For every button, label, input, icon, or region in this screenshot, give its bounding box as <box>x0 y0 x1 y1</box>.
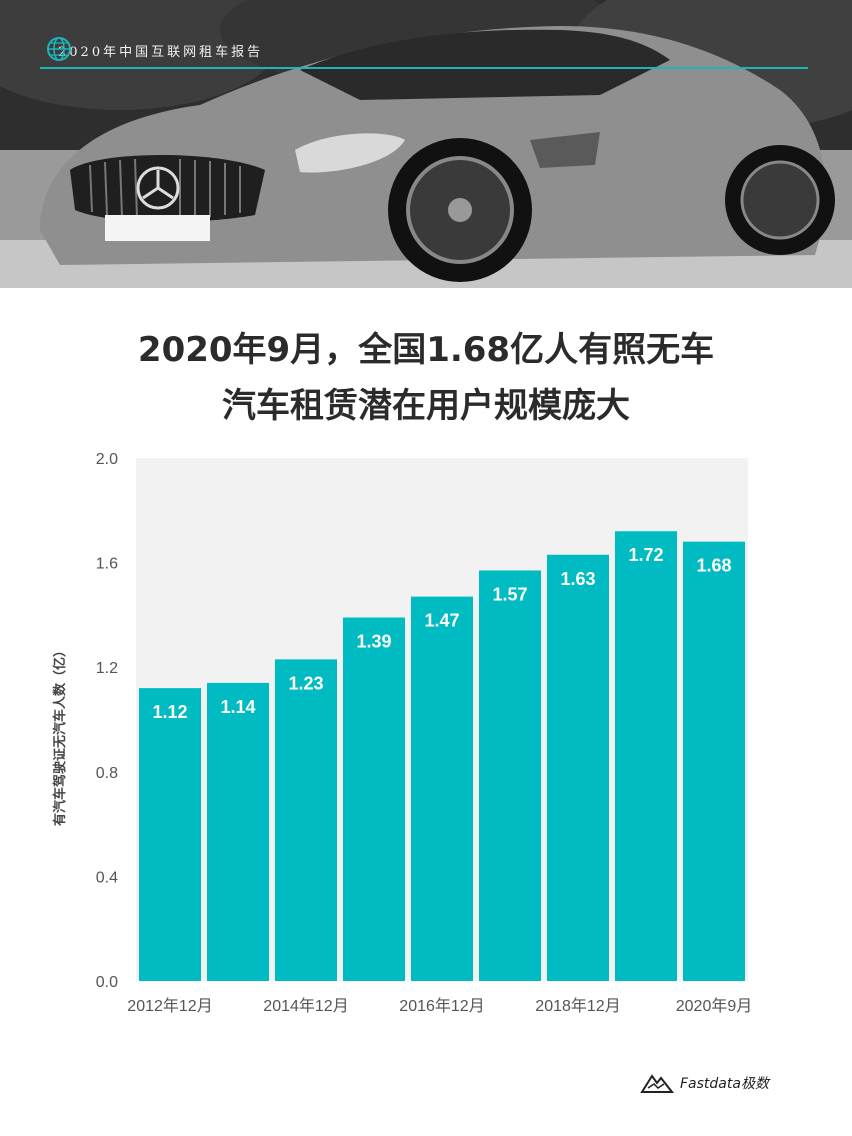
x-tick-label: 2016年12月 <box>399 997 484 1015</box>
mountain-logo-icon <box>640 1074 674 1093</box>
bar-chart: 0.00.40.81.21.62.0 1.12 1.141.231.391.471… <box>52 451 752 1015</box>
bar <box>411 596 473 981</box>
bar <box>139 688 201 981</box>
y-tick-label: 1.6 <box>96 556 118 573</box>
bar <box>615 531 677 981</box>
globe-icon <box>47 37 71 61</box>
bar-data-label: 1.72 <box>628 545 663 565</box>
x-tick-label: 2018年12月 <box>535 997 620 1015</box>
x-tick-label: 2014年12月 <box>263 997 348 1015</box>
bar-data-label: 1.63 <box>560 569 595 589</box>
y-tick-label: 0.0 <box>96 974 118 991</box>
headline-line-2: 汽车租赁潜在用户规模庞大 <box>222 386 630 426</box>
header-photo: 2020年中国互联网租车报告 <box>0 0 852 288</box>
bar <box>343 617 405 981</box>
x-axis: 2012年12月 2014年12月 2016年12月 2018年12月 2020年9月 <box>127 997 752 1015</box>
bar-data-label: 1.12 <box>152 702 187 722</box>
y-tick-label: 0.8 <box>96 765 118 782</box>
bar-data-label: 1.23 <box>288 673 323 693</box>
bar-data-label: 1.68 <box>696 556 731 576</box>
y-tick-label: 2.0 <box>96 451 118 468</box>
y-tick-label: 1.2 <box>96 660 118 677</box>
report-header: 2020年中国互联网租车报告 <box>46 36 263 64</box>
brand-name: Fastdata极数 <box>680 1076 769 1092</box>
bars-group <box>139 531 745 981</box>
headline-line-1: 2020年9月，全国1.68亿人有照无车 <box>137 330 715 370</box>
bar <box>547 554 609 981</box>
header-accent-line <box>40 67 808 69</box>
y-axis-label: 有汽车驾驶证无汽车人数（亿） <box>52 644 68 826</box>
brand-logo: Fastdata极数 <box>640 1070 769 1096</box>
data-labels-group: 1.12 1.14 1.23 1.39 1.47 1.57 1.63 1.72 1.68 <box>152 545 731 722</box>
bar-data-label: 1.39 <box>356 632 391 652</box>
report-title: 2020年中国互联网租车报告 <box>58 44 264 60</box>
bar <box>207 682 269 981</box>
bar-data-label: 1.47 <box>424 611 459 631</box>
bar-data-label: 1.57 <box>492 584 527 604</box>
y-axis: 0.0 0.4 0.8 1.2 1.6 2.0 <box>96 451 118 991</box>
x-tick-label: 2012年12月 <box>127 997 212 1015</box>
bar-data-label: 1.14 <box>220 697 255 717</box>
bar <box>275 659 337 981</box>
y-tick-label: 0.4 <box>96 869 118 886</box>
x-tick-label: 2020年9月 <box>676 997 753 1015</box>
bar <box>683 541 745 981</box>
car-illustration <box>0 0 852 288</box>
bar <box>479 570 541 981</box>
